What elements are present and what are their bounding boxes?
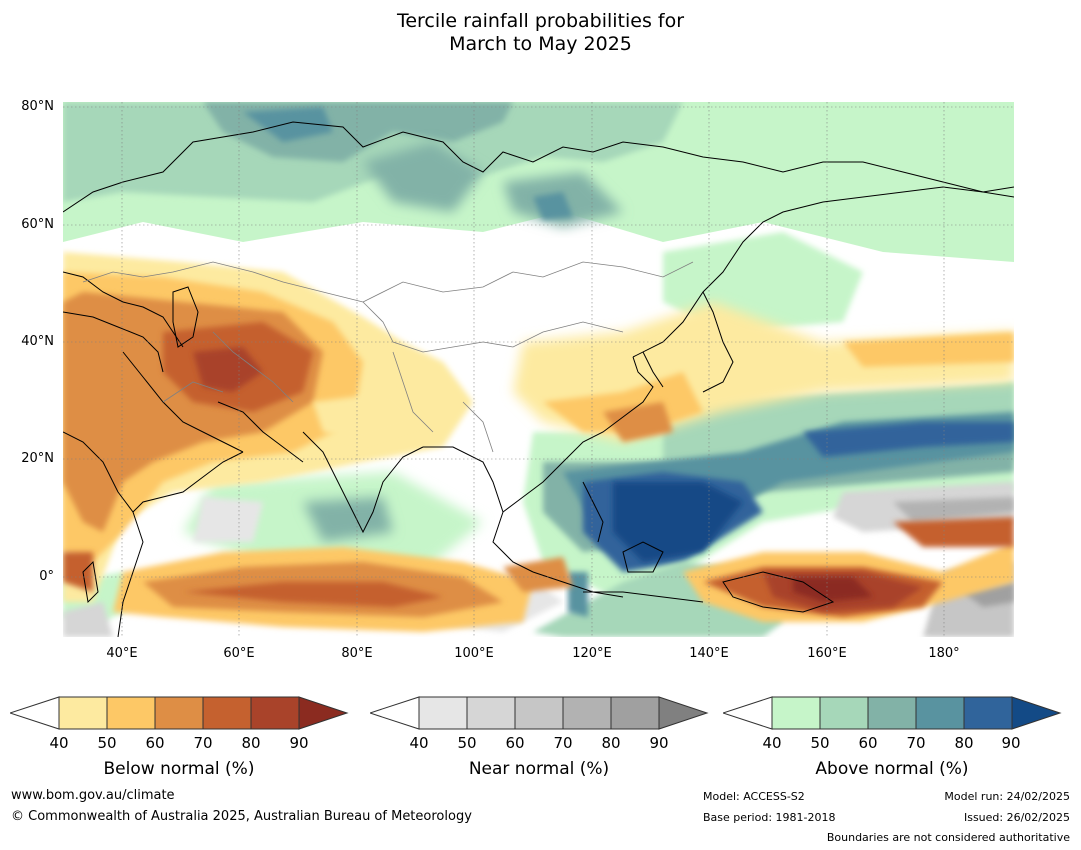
colorbar-above-tick: 90 — [1001, 734, 1021, 752]
base-period-text: Base period: 1981-2018 — [703, 811, 836, 824]
colorbar-near-tick: 60 — [505, 734, 525, 752]
lat-label-20n: 20°N — [21, 451, 54, 466]
colorbar-below-label: Below normal (%) — [103, 759, 255, 779]
website-link[interactable]: www.bom.gov.au/climate — [11, 788, 175, 803]
lon-label-140e: 140°E — [689, 646, 729, 661]
title-line-1: Tercile rainfall probabilities for — [396, 10, 685, 32]
model-run-text: Model run: 24/02/2025 — [944, 790, 1070, 803]
colorbar-near-tick: 50 — [457, 734, 477, 752]
graticule — [63, 102, 1014, 637]
lon-label-80e: 80°E — [341, 646, 373, 661]
lon-label-180: 180° — [928, 646, 960, 661]
colorbar-near-tick: 40 — [409, 734, 429, 752]
colorbar-above — [723, 696, 1062, 730]
copyright-text: © Commonwealth of Australia 2025, Austra… — [11, 809, 472, 824]
lon-label-40e: 40°E — [106, 646, 138, 661]
colorbar-above-label: Above normal (%) — [815, 759, 969, 779]
colorbar-near-tick: 70 — [553, 734, 573, 752]
lat-label-40n: 40°N — [21, 334, 54, 349]
probability-map — [62, 102, 1015, 638]
country-borders — [82, 261, 694, 453]
map-title: Tercile rainfall probabilities for March… — [0, 10, 1081, 56]
title-line-2: March to May 2025 — [449, 33, 632, 55]
colorbar-below — [10, 696, 349, 730]
colorbar-above-tick: 40 — [762, 734, 782, 752]
colorbar-below-tick: 40 — [49, 734, 69, 752]
colorbar-above-tick: 80 — [954, 734, 974, 752]
colorbar-near-tick: 80 — [601, 734, 621, 752]
lon-label-100e: 100°E — [454, 646, 494, 661]
colorbar-below-tick: 70 — [193, 734, 213, 752]
colorbar-above-tick: 60 — [858, 734, 878, 752]
below-normal-regions — [63, 252, 1014, 632]
map-canvas — [62, 102, 1015, 638]
disclaimer-text: Boundaries are not considered authoritat… — [826, 831, 1070, 844]
lat-label-60n: 60°N — [21, 217, 54, 232]
lat-label-80n: 80°N — [21, 99, 54, 114]
lon-label-60e: 60°E — [223, 646, 255, 661]
model-text: Model: ACCESS-S2 — [703, 790, 805, 803]
colorbar-near-tick: 90 — [649, 734, 669, 752]
colorbar-above-tick: 70 — [906, 734, 926, 752]
colorbar-below-tick: 90 — [289, 734, 309, 752]
coastlines — [62, 121, 1015, 638]
colorbar-below-tick: 50 — [97, 734, 117, 752]
lon-label-120e: 120°E — [572, 646, 612, 661]
issued-text: Issued: 26/02/2025 — [963, 811, 1070, 824]
colorbar-near-label: Near normal (%) — [468, 759, 610, 779]
lon-label-160e: 160°E — [807, 646, 847, 661]
colorbar-below-tick: 80 — [241, 734, 261, 752]
colorbar-above-tick: 50 — [810, 734, 830, 752]
above-normal-regions — [63, 102, 1014, 637]
colorbar-near — [370, 696, 709, 730]
colorbar-below-tick: 60 — [145, 734, 165, 752]
lat-label-0: 0° — [39, 569, 54, 584]
